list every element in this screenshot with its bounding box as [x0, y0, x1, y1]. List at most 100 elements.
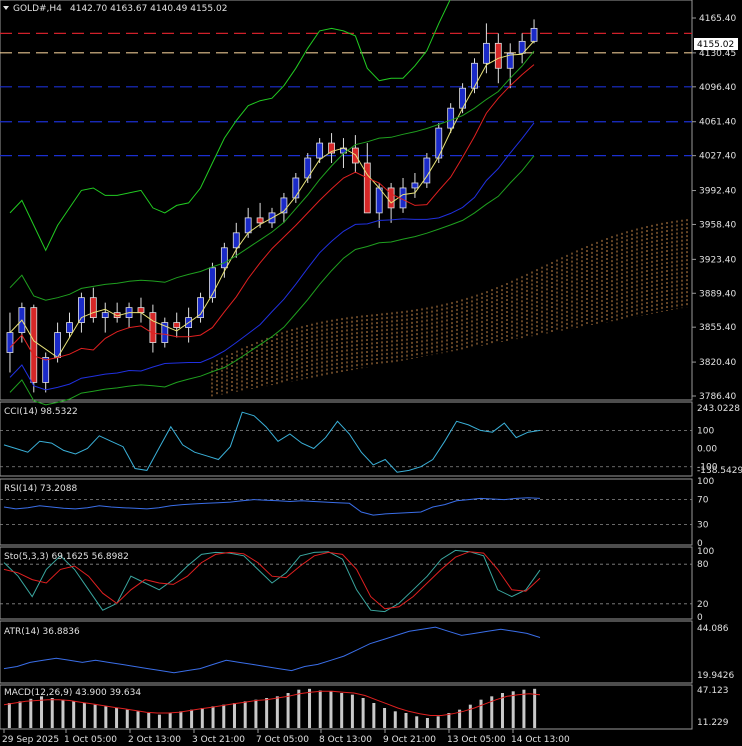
price-panel[interactable] [0, 0, 693, 401]
candle-body [506, 52, 514, 69]
rsi-line [3, 497, 541, 516]
price-tick-label: 3855.40 [699, 323, 736, 333]
candle-body [363, 162, 371, 214]
rsi-panel[interactable] [0, 478, 693, 546]
rsi-label: RSI(14) 73.2088 [4, 484, 77, 494]
candle-body [78, 297, 85, 323]
stoch-label: Sto(5,3,3) 69.1625 56.8982 [4, 552, 129, 562]
time-tick-label: 9 Oct 21:00 [383, 735, 436, 745]
price-layer [0, 0, 692, 406]
price-tick-label: 3992.40 [699, 187, 736, 197]
candle-body [375, 187, 383, 214]
stoch-k-line [3, 549, 541, 613]
candle-body [387, 187, 395, 209]
current-price-label: 4155.02 [697, 40, 734, 50]
current-price-box [694, 38, 738, 50]
candle-body [197, 297, 204, 319]
price-tick-label: 3923.40 [699, 255, 736, 265]
ma-blue-line [9, 122, 535, 391]
candle-body [411, 182, 419, 189]
time-tick-label: 8 Oct 13:00 [319, 735, 372, 745]
candle-body [209, 267, 216, 299]
ohlc-values: 4142.70 4163.67 4140.49 4155.02 [70, 4, 227, 14]
band-upper-line [9, 50, 535, 301]
macd-label: MACD(12,26,9) 43.900 39.634 [4, 688, 141, 698]
candle-body [482, 42, 490, 64]
indicator-layer [0, 411, 692, 728]
cci-tick: 0.00 [697, 445, 717, 455]
time-tick-label: 3 Oct 21:00 [192, 735, 245, 745]
stoch-panel[interactable] [0, 546, 693, 620]
time-tick-label: 7 Oct 05:00 [256, 735, 309, 745]
candle-body [518, 40, 526, 54]
price-tick-label: 4027.40 [699, 152, 736, 162]
ma-fast-line [9, 40, 535, 359]
candle-body [435, 127, 443, 159]
atr-label: ATR(14) 36.8836 [4, 627, 80, 637]
price-tick-label: 4061.40 [699, 118, 736, 128]
candle-body [256, 217, 264, 224]
cci-tick: 100 [697, 426, 714, 436]
candle-body [137, 307, 145, 314]
candle-body [292, 177, 300, 199]
stoch-tick: 0 [697, 613, 703, 623]
price-tick-label: 4165.40 [699, 14, 736, 24]
atr-tick: 19.9426 [697, 671, 734, 681]
price-tick-label: 3820.40 [699, 358, 736, 368]
rsi-tick: 0 [697, 539, 703, 549]
time-tick-label: 14 Oct 13:00 [511, 735, 570, 745]
candle-body [220, 247, 228, 269]
candle-body [494, 42, 502, 69]
cci-tick: -138.5429 [697, 466, 742, 476]
candle-body [161, 322, 169, 343]
price-tick-label: 4096.40 [699, 83, 736, 93]
collapse-triangle-icon[interactable] [3, 6, 9, 10]
time-axis: 29 Sep 2025 1 Oct 05:00 2 Oct 13:00 3 Oct 2… [2, 729, 570, 745]
candle-body [447, 107, 455, 129]
indicator-axes: 243.02281000.00-100-138.5429100703001008… [697, 404, 742, 728]
macd-tick: 47.123 [697, 686, 729, 696]
chikou-line [9, 0, 451, 252]
price-tick-label: 3786.40 [699, 392, 736, 402]
candle-body [6, 332, 14, 353]
candle-body [399, 187, 407, 209]
cci-label: CCI(14) 98.5322 [4, 407, 78, 417]
atr-panel[interactable] [0, 620, 693, 684]
stoch-tick: 100 [697, 547, 714, 557]
stoch-tick: 20 [697, 600, 709, 610]
time-tick-label: 2 Oct 13:00 [128, 735, 181, 745]
rsi-tick: 30 [697, 520, 709, 530]
candle-body [232, 232, 240, 249]
candle-body [101, 312, 109, 319]
candle-body [316, 142, 324, 159]
candle-body [530, 27, 538, 42]
stoch-d-line [3, 551, 541, 610]
macd-signal-line [3, 690, 541, 716]
candle-body [89, 297, 97, 319]
price-axis: 4165.40 4130.45 4096.40 4061.40 4027.40 3992.… [692, 14, 736, 402]
candle-body [280, 197, 288, 214]
atr-tick: 44.086 [697, 624, 729, 634]
band-lower-line [9, 155, 535, 406]
stoch-tick: 80 [697, 560, 709, 570]
rsi-tick: 100 [697, 477, 714, 487]
time-tick-label: 1 Oct 05:00 [64, 735, 117, 745]
price-tick-label: 3958.40 [699, 220, 736, 230]
macd-tick: 11.229 [697, 718, 729, 728]
candle-body [42, 357, 50, 383]
cci-line [3, 411, 541, 473]
candle-body [244, 217, 252, 234]
candle-body [149, 312, 157, 343]
price-tick-label: 3889.40 [699, 289, 736, 299]
atr-line [3, 626, 541, 674]
rsi-tick: 70 [697, 496, 709, 506]
cci-tick: 243.0228 [697, 404, 740, 414]
candle-body [30, 307, 38, 383]
ma-red-line [9, 64, 535, 361]
symbol-label: GOLD#,H4 [13, 4, 62, 14]
candle-body [328, 142, 335, 154]
cci-tick: -100 [697, 463, 718, 473]
cci-panel[interactable] [0, 401, 693, 477]
candle-body [66, 322, 73, 333]
